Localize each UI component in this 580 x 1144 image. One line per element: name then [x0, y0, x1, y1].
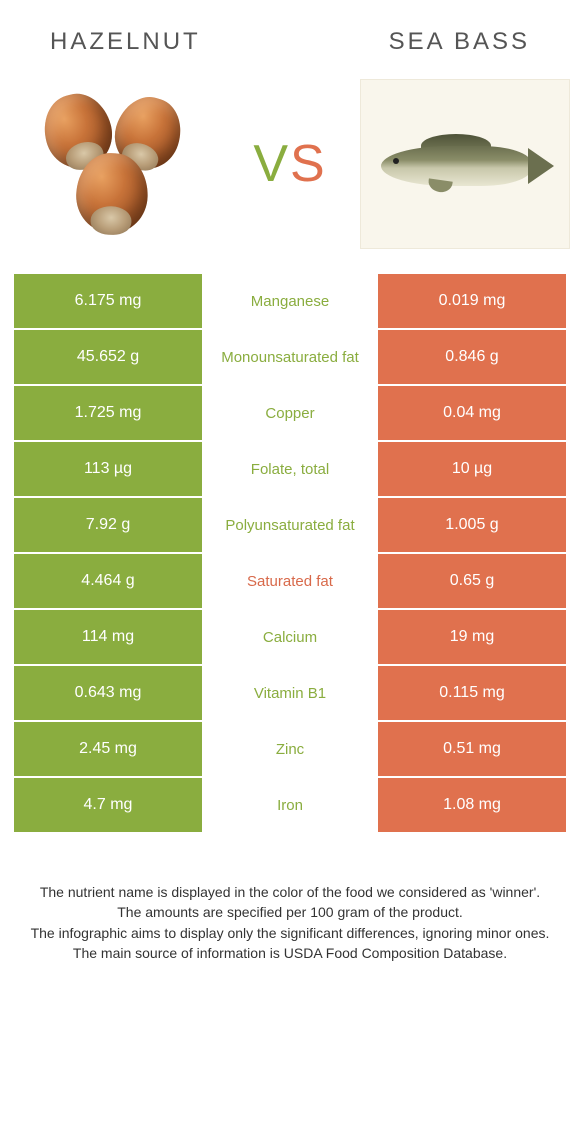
right-value: 0.65 g: [378, 554, 566, 608]
left-value: 114 mg: [14, 610, 202, 664]
vs-label: VS: [253, 134, 326, 194]
nutrient-label: Manganese: [202, 274, 378, 328]
right-value: 10 µg: [378, 442, 566, 496]
nutrient-label: Iron: [202, 778, 378, 832]
table-row: 4.464 gSaturated fat0.65 g: [14, 554, 566, 608]
footnote-line: The main source of information is USDA F…: [28, 943, 552, 963]
left-value: 4.464 g: [14, 554, 202, 608]
nutrient-label: Zinc: [202, 722, 378, 776]
comparison-table: 6.175 mgManganese0.019 mg45.652 gMonouns…: [0, 274, 580, 832]
right-value: 0.846 g: [378, 330, 566, 384]
left-food-title: Hazelnut: [50, 28, 201, 56]
table-row: 4.7 mgIron1.08 mg: [14, 778, 566, 832]
vs-v: V: [253, 134, 290, 194]
nutrient-label: Calcium: [202, 610, 378, 664]
right-value: 19 mg: [378, 610, 566, 664]
footnote-line: The amounts are specified per 100 gram o…: [28, 902, 552, 922]
nutrient-label: Folate, total: [202, 442, 378, 496]
left-value: 0.643 mg: [14, 666, 202, 720]
table-row: 7.92 gPolyunsaturated fat1.005 g: [14, 498, 566, 552]
vs-s: S: [290, 134, 327, 194]
left-value: 113 µg: [14, 442, 202, 496]
nutrient-label: Polyunsaturated fat: [202, 498, 378, 552]
images-row: VS: [0, 64, 580, 274]
right-food-title: Sea bass: [389, 28, 530, 56]
hazelnut-image: [10, 74, 220, 254]
nutrient-label: Monounsaturated fat: [202, 330, 378, 384]
table-row: 2.45 mgZinc0.51 mg: [14, 722, 566, 776]
right-value: 0.019 mg: [378, 274, 566, 328]
footnote-line: The nutrient name is displayed in the co…: [28, 882, 552, 902]
table-row: 113 µgFolate, total10 µg: [14, 442, 566, 496]
table-row: 45.652 gMonounsaturated fat0.846 g: [14, 330, 566, 384]
right-value: 0.04 mg: [378, 386, 566, 440]
table-row: 1.725 mgCopper0.04 mg: [14, 386, 566, 440]
table-row: 114 mgCalcium19 mg: [14, 610, 566, 664]
table-row: 0.643 mgVitamin B10.115 mg: [14, 666, 566, 720]
footnote-line: The infographic aims to display only the…: [28, 923, 552, 943]
left-value: 45.652 g: [14, 330, 202, 384]
right-value: 0.115 mg: [378, 666, 566, 720]
nutrient-label: Copper: [202, 386, 378, 440]
right-value: 0.51 mg: [378, 722, 566, 776]
left-value: 1.725 mg: [14, 386, 202, 440]
left-value: 4.7 mg: [14, 778, 202, 832]
header: Hazelnut Sea bass: [0, 0, 580, 64]
table-row: 6.175 mgManganese0.019 mg: [14, 274, 566, 328]
seabass-image: [360, 74, 570, 254]
left-value: 7.92 g: [14, 498, 202, 552]
right-value: 1.005 g: [378, 498, 566, 552]
infographic-container: Hazelnut Sea bass VS: [0, 0, 580, 963]
footnotes: The nutrient name is displayed in the co…: [0, 834, 580, 963]
left-value: 6.175 mg: [14, 274, 202, 328]
nutrient-label: Vitamin B1: [202, 666, 378, 720]
nutrient-label: Saturated fat: [202, 554, 378, 608]
right-value: 1.08 mg: [378, 778, 566, 832]
left-value: 2.45 mg: [14, 722, 202, 776]
